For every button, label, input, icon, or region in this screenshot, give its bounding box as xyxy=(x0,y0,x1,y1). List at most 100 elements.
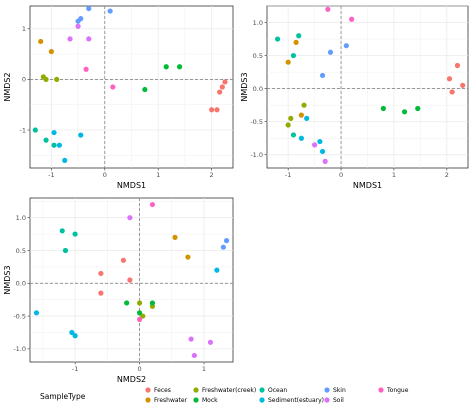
y-tick-label: -0.5 xyxy=(13,312,26,320)
point-skin xyxy=(220,244,226,250)
legend-label: Sediment(estuary) xyxy=(268,397,324,404)
point-ocean xyxy=(59,228,65,234)
point-sediment-estuary xyxy=(304,115,310,122)
point-feces xyxy=(127,277,133,283)
x-tick-label: 0 xyxy=(103,171,107,179)
point-freshwater-creek xyxy=(288,115,294,122)
y-tick-label: 0.0 xyxy=(253,85,263,93)
point-ocean xyxy=(43,137,49,143)
legend-label: Mock xyxy=(202,397,218,404)
legend-title: SampleType xyxy=(40,392,86,401)
y-axis-title: NMDS3 xyxy=(240,72,249,101)
point-feces xyxy=(219,84,225,90)
point-ocean xyxy=(290,52,297,59)
legend-label: Skin xyxy=(333,387,346,394)
y-tick-label: 0 xyxy=(22,76,26,84)
point-sediment-estuary xyxy=(298,135,304,141)
y-tick-label: -1 xyxy=(20,126,26,134)
point-freshwater-creek xyxy=(54,76,60,83)
legend-item-tongue: Tongue xyxy=(378,387,409,394)
point-ocean xyxy=(274,36,281,42)
point-feces xyxy=(454,62,461,69)
y-axis-title: NMDS2 xyxy=(3,72,12,101)
point-skin xyxy=(327,49,334,55)
legend-label: Tongue xyxy=(386,387,409,394)
point-sediment-estuary xyxy=(51,129,57,136)
point-ocean xyxy=(296,33,302,39)
point-feces xyxy=(217,89,223,95)
legend-key xyxy=(259,397,265,403)
legend-item-mock: Mock xyxy=(193,397,218,404)
point-mock xyxy=(136,310,143,316)
point-sediment-estuary xyxy=(319,148,326,155)
point-skin xyxy=(78,16,84,22)
legend-item-freshwater: Freshwater xyxy=(145,397,188,404)
point-freshwater xyxy=(293,39,299,45)
point-soil xyxy=(67,36,73,42)
point-soil xyxy=(86,36,92,42)
point-skin xyxy=(223,238,230,244)
x-tick-label: 1 xyxy=(156,171,160,179)
legend-key xyxy=(193,397,199,403)
point-mock xyxy=(142,86,148,93)
panel-3: -1 0 1 -1.0 -0.5 0.0 0.5 1.0 NMDS2 NMDS3 xyxy=(3,197,234,384)
y-tick-label: 1.0 xyxy=(16,214,26,222)
x-axis-title: NMDS1 xyxy=(117,181,146,190)
point-mock xyxy=(124,300,130,306)
x-tick-label: 0 xyxy=(137,365,141,373)
legend-label: Freshwater(creek) xyxy=(202,387,256,394)
point-sediment-estuary xyxy=(214,267,220,273)
legend-label: Freshwater xyxy=(154,397,188,404)
point-feces xyxy=(446,76,453,82)
y-tick-label: -0.5 xyxy=(250,118,263,126)
y-tick-label: 0.5 xyxy=(16,247,26,255)
point-feces xyxy=(214,107,220,113)
y-tick-label: 1 xyxy=(22,25,26,33)
x-tick-label: -1 xyxy=(72,365,78,373)
point-tongue xyxy=(110,84,116,90)
point-mock xyxy=(149,300,156,306)
x-tick-label: 0 xyxy=(339,171,343,179)
y-tick-label: -1.0 xyxy=(13,345,26,353)
point-ocean xyxy=(32,127,38,133)
point-freshwater-creek xyxy=(43,76,49,83)
point-soil xyxy=(188,336,194,342)
legend-key xyxy=(259,387,265,393)
legend-key xyxy=(145,387,151,393)
point-sediment-estuary xyxy=(72,333,78,339)
legend-label: Feces xyxy=(154,387,171,394)
point-mock xyxy=(163,64,169,70)
point-feces xyxy=(460,82,466,88)
y-tick-label: 0.0 xyxy=(16,280,26,288)
point-ocean xyxy=(72,231,78,237)
point-soil xyxy=(312,142,318,148)
point-tongue xyxy=(83,66,89,72)
point-sediment-estuary xyxy=(69,329,75,336)
x-axis-title: NMDS2 xyxy=(117,375,146,384)
point-freshwater xyxy=(285,59,291,65)
y-tick-label: 1.0 xyxy=(253,19,263,27)
x-tick-label: 1 xyxy=(202,365,206,373)
point-skin xyxy=(86,5,92,12)
panel-1: -1 0 1 2 -1 0 1 NMDS1 NMDS2 xyxy=(3,5,234,190)
point-skin xyxy=(107,8,113,14)
point-feces xyxy=(98,290,104,296)
legend-item-ocean: Ocean xyxy=(259,387,287,394)
point-mock xyxy=(176,64,183,70)
point-mock xyxy=(415,105,421,112)
y-tick-label: -1.0 xyxy=(250,151,263,159)
point-tongue xyxy=(349,16,355,22)
point-freshwater xyxy=(48,48,54,55)
legend-key xyxy=(378,387,384,393)
point-freshwater-creek xyxy=(136,300,143,306)
x-tick-label: 1 xyxy=(392,171,396,179)
legend-key xyxy=(324,397,330,403)
point-mock xyxy=(380,105,386,112)
point-soil xyxy=(207,339,214,345)
point-tongue xyxy=(149,201,156,208)
point-sediment-estuary xyxy=(317,138,323,145)
point-ocean xyxy=(290,132,297,138)
legend: SampleType Feces Freshwater Freshwater(cre… xyxy=(40,387,409,404)
y-tick-label: 0.5 xyxy=(253,52,263,60)
